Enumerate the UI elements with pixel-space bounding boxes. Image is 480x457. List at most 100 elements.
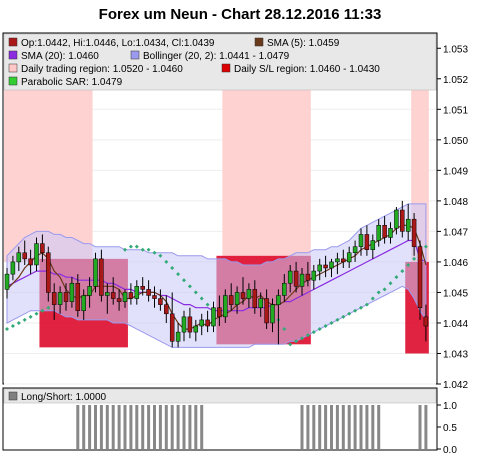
indicator-tick-1: 1.0	[443, 401, 457, 412]
candle-body	[16, 252, 22, 263]
long-short-bar	[88, 405, 92, 449]
legend-swatch-sar	[8, 76, 18, 86]
candle-body	[293, 270, 299, 287]
candle-body	[75, 283, 81, 311]
sar-point	[40, 308, 45, 313]
sar-point	[152, 250, 157, 255]
candle-body	[46, 252, 51, 293]
candle-body	[146, 289, 151, 296]
candle-body	[258, 298, 263, 308]
candle-body	[282, 283, 287, 296]
sar-point	[199, 296, 204, 301]
long-short-bar	[424, 405, 428, 449]
sar-point	[412, 256, 417, 261]
long-short-bar	[188, 405, 192, 449]
candle-body	[299, 273, 305, 287]
candle-body	[69, 283, 75, 302]
indicator-panel: Long/Short: 1.0000 1.0 0.5 0.0	[2, 387, 457, 456]
long-short-bar	[117, 405, 121, 449]
candle-body	[134, 286, 140, 299]
long-short-bar	[341, 405, 345, 449]
candle-body	[411, 218, 417, 247]
candle-body	[264, 298, 269, 324]
long-short-bar	[200, 405, 204, 449]
sma20-line	[6, 239, 427, 312]
sar-point	[282, 327, 287, 332]
candle-body	[57, 292, 63, 305]
sar-point	[134, 244, 139, 249]
long-short-bars	[76, 405, 428, 449]
indicator-tick-05: 0.5	[443, 423, 457, 434]
y-tick-label: 1.046	[443, 258, 468, 269]
sar-point	[140, 247, 145, 252]
chart-title: Forex um Neun - Chart 28.12.2016 11:33	[99, 6, 382, 23]
long-short-bar	[170, 405, 174, 449]
y-tick-label: 1.048	[443, 197, 468, 208]
candle-body	[223, 295, 228, 318]
sar-point	[347, 311, 352, 316]
candle-body	[28, 258, 33, 266]
candle-body	[110, 292, 116, 299]
candle-body	[169, 313, 175, 342]
candle-body	[164, 304, 169, 315]
legend-bollinger: Bollinger (20, 2): 1.0441 - 1.0479	[143, 51, 290, 62]
candle-body	[417, 246, 423, 308]
sar-point	[376, 290, 381, 295]
y-tick-label: 1.043	[443, 349, 468, 360]
sar-point	[317, 327, 322, 332]
sar-point	[323, 324, 328, 329]
sar-point	[364, 302, 369, 307]
candle-body	[346, 252, 352, 263]
candle-body	[211, 307, 216, 327]
candle-body	[364, 234, 370, 250]
candle-body	[63, 292, 69, 302]
sar-point	[341, 314, 346, 319]
legend-ohlc: Op:1.0442, Hi:1.0446, Lo:1.0434, Cl:1.04…	[21, 38, 215, 49]
legend-long-short: Long/Short: 1.0000	[21, 392, 107, 403]
long-short-bar	[353, 405, 357, 449]
legend-trading-region: Daily trading region: 1.0520 - 1.0460	[21, 64, 183, 75]
candle-body	[352, 246, 358, 254]
y-tick-label: 1.042	[443, 380, 468, 391]
y-tick-label: 1.050	[443, 136, 468, 147]
legend-sma5: SMA (5): 1.0459	[267, 38, 340, 49]
sar-point	[34, 311, 39, 316]
sar-point	[400, 269, 405, 274]
long-short-bar	[418, 405, 422, 449]
y-tick-label: 1.047	[443, 227, 468, 238]
sar-point	[382, 287, 387, 292]
candle-body	[234, 292, 240, 305]
legend-swatch-ohlc	[8, 37, 18, 47]
candle-body	[152, 295, 157, 299]
sar-point	[128, 244, 133, 249]
main-panel: 1.042 1.043 1.044 1.045 1.046 1.047 1.048 1.049…	[2, 32, 468, 391]
sar-point	[370, 296, 375, 301]
candle-body	[329, 261, 334, 269]
candle-body	[335, 258, 340, 263]
long-short-bar	[312, 405, 316, 449]
candle-body	[217, 307, 222, 318]
candle-body	[341, 258, 346, 263]
sar-point	[329, 320, 334, 325]
sar-point	[170, 266, 175, 271]
sar-point	[46, 305, 51, 310]
candle-body	[388, 228, 393, 238]
long-short-bar	[164, 405, 168, 449]
candle-body	[40, 243, 45, 254]
legend-swatch-sl-region	[221, 63, 231, 73]
candle-body	[376, 225, 381, 241]
sar-point	[10, 324, 15, 329]
candle-body	[240, 292, 246, 299]
candle-body	[252, 289, 258, 308]
candle-body	[99, 258, 104, 296]
candle-body	[323, 264, 328, 269]
long-short-bar	[99, 405, 103, 449]
long-short-bar	[135, 405, 139, 449]
long-short-bar	[129, 405, 133, 449]
candle-body	[22, 252, 27, 260]
sar-point	[176, 272, 181, 277]
long-short-bar	[123, 405, 127, 449]
sar-point	[288, 342, 293, 347]
long-short-bar	[318, 405, 322, 449]
sar-point	[158, 253, 163, 258]
